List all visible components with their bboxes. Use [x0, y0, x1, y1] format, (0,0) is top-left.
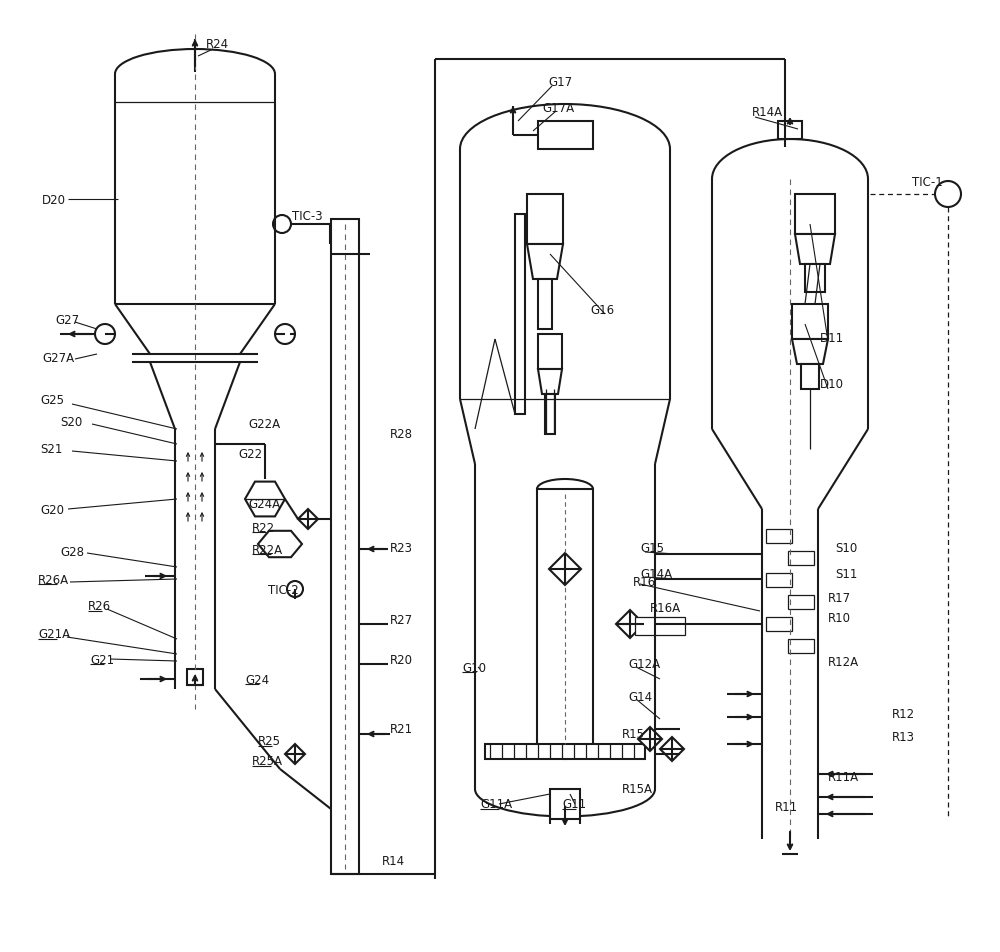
Circle shape: [275, 325, 295, 345]
Polygon shape: [788, 595, 814, 609]
Bar: [537, 489, 593, 749]
Circle shape: [95, 325, 115, 345]
Text: R25: R25: [258, 735, 281, 747]
Text: G16: G16: [590, 303, 614, 316]
Text: TIC-1: TIC-1: [912, 175, 943, 188]
Bar: [778, 122, 802, 140]
Text: G22A: G22A: [248, 418, 280, 431]
Text: R14A: R14A: [752, 106, 783, 118]
Text: G14: G14: [628, 691, 652, 704]
Text: G24: G24: [245, 673, 269, 685]
Text: R26A: R26A: [38, 573, 69, 585]
Polygon shape: [549, 553, 581, 585]
Text: R11A: R11A: [828, 771, 859, 783]
Text: R23: R23: [390, 541, 413, 554]
Text: G11A: G11A: [480, 798, 512, 811]
Text: R27: R27: [390, 613, 413, 625]
Text: D20: D20: [42, 193, 66, 207]
Text: G10: G10: [462, 661, 486, 674]
Bar: [805, 265, 825, 292]
Text: G14A: G14A: [640, 568, 672, 581]
Text: G25: G25: [40, 393, 64, 407]
Bar: [538, 280, 552, 329]
Text: S10: S10: [835, 541, 857, 554]
Text: R24: R24: [206, 38, 229, 51]
Text: D10: D10: [820, 378, 844, 391]
Text: G11: G11: [562, 798, 586, 811]
Text: G28: G28: [60, 545, 84, 558]
Text: G24A: G24A: [248, 498, 280, 511]
Bar: [550, 789, 580, 819]
Polygon shape: [638, 727, 662, 751]
Text: R10: R10: [828, 611, 851, 624]
Text: R15: R15: [622, 727, 645, 741]
Text: G17A: G17A: [542, 102, 574, 114]
Text: R12: R12: [892, 707, 915, 721]
Text: G21: G21: [90, 653, 114, 665]
Text: R16A: R16A: [650, 601, 681, 614]
Text: R16: R16: [633, 575, 656, 588]
Polygon shape: [766, 573, 792, 587]
Bar: [795, 195, 835, 235]
Polygon shape: [538, 369, 562, 394]
Text: R14: R14: [382, 855, 405, 867]
Text: S20: S20: [60, 415, 82, 428]
Text: R12A: R12A: [828, 655, 859, 667]
Bar: [527, 195, 563, 245]
Text: R20: R20: [390, 653, 413, 665]
Text: R11: R11: [775, 801, 798, 814]
Polygon shape: [788, 551, 814, 565]
Polygon shape: [527, 245, 563, 280]
Text: R25A: R25A: [252, 755, 283, 767]
Text: R22A: R22A: [252, 543, 283, 556]
Text: G15: G15: [640, 541, 664, 554]
Text: G22: G22: [238, 448, 262, 461]
Text: TIC-3: TIC-3: [292, 210, 323, 224]
Bar: [635, 617, 685, 635]
Bar: [515, 215, 525, 414]
Polygon shape: [298, 509, 318, 529]
Polygon shape: [766, 617, 792, 631]
Text: G12A: G12A: [628, 658, 660, 671]
Polygon shape: [766, 529, 792, 544]
Text: R26: R26: [88, 600, 111, 613]
Text: G17: G17: [548, 75, 572, 89]
Text: G27A: G27A: [42, 351, 74, 364]
Polygon shape: [792, 340, 828, 365]
Text: R28: R28: [390, 428, 413, 441]
Bar: [538, 122, 593, 149]
Polygon shape: [795, 235, 835, 265]
Polygon shape: [788, 640, 814, 653]
Text: R15A: R15A: [622, 783, 653, 796]
Text: R21: R21: [390, 723, 413, 736]
Polygon shape: [660, 737, 684, 762]
Text: TIC-2: TIC-2: [268, 583, 299, 596]
Bar: [801, 365, 819, 389]
Text: G20: G20: [40, 503, 64, 516]
Text: R17: R17: [828, 591, 851, 604]
Text: G27: G27: [55, 313, 79, 327]
Text: D11: D11: [820, 331, 844, 344]
Bar: [792, 305, 828, 340]
Bar: [545, 394, 555, 434]
Text: R13: R13: [892, 731, 915, 744]
Polygon shape: [285, 744, 305, 764]
Text: S11: S11: [835, 568, 857, 581]
Text: R22: R22: [252, 521, 275, 534]
Polygon shape: [245, 482, 285, 517]
Bar: [331, 220, 359, 874]
Circle shape: [273, 216, 291, 234]
Circle shape: [287, 582, 303, 597]
Polygon shape: [258, 531, 302, 558]
Text: G21A: G21A: [38, 627, 70, 641]
Bar: [485, 744, 645, 759]
Circle shape: [935, 182, 961, 208]
Bar: [538, 335, 562, 369]
Polygon shape: [616, 610, 644, 639]
Bar: [187, 669, 203, 685]
Text: S21: S21: [40, 443, 62, 456]
